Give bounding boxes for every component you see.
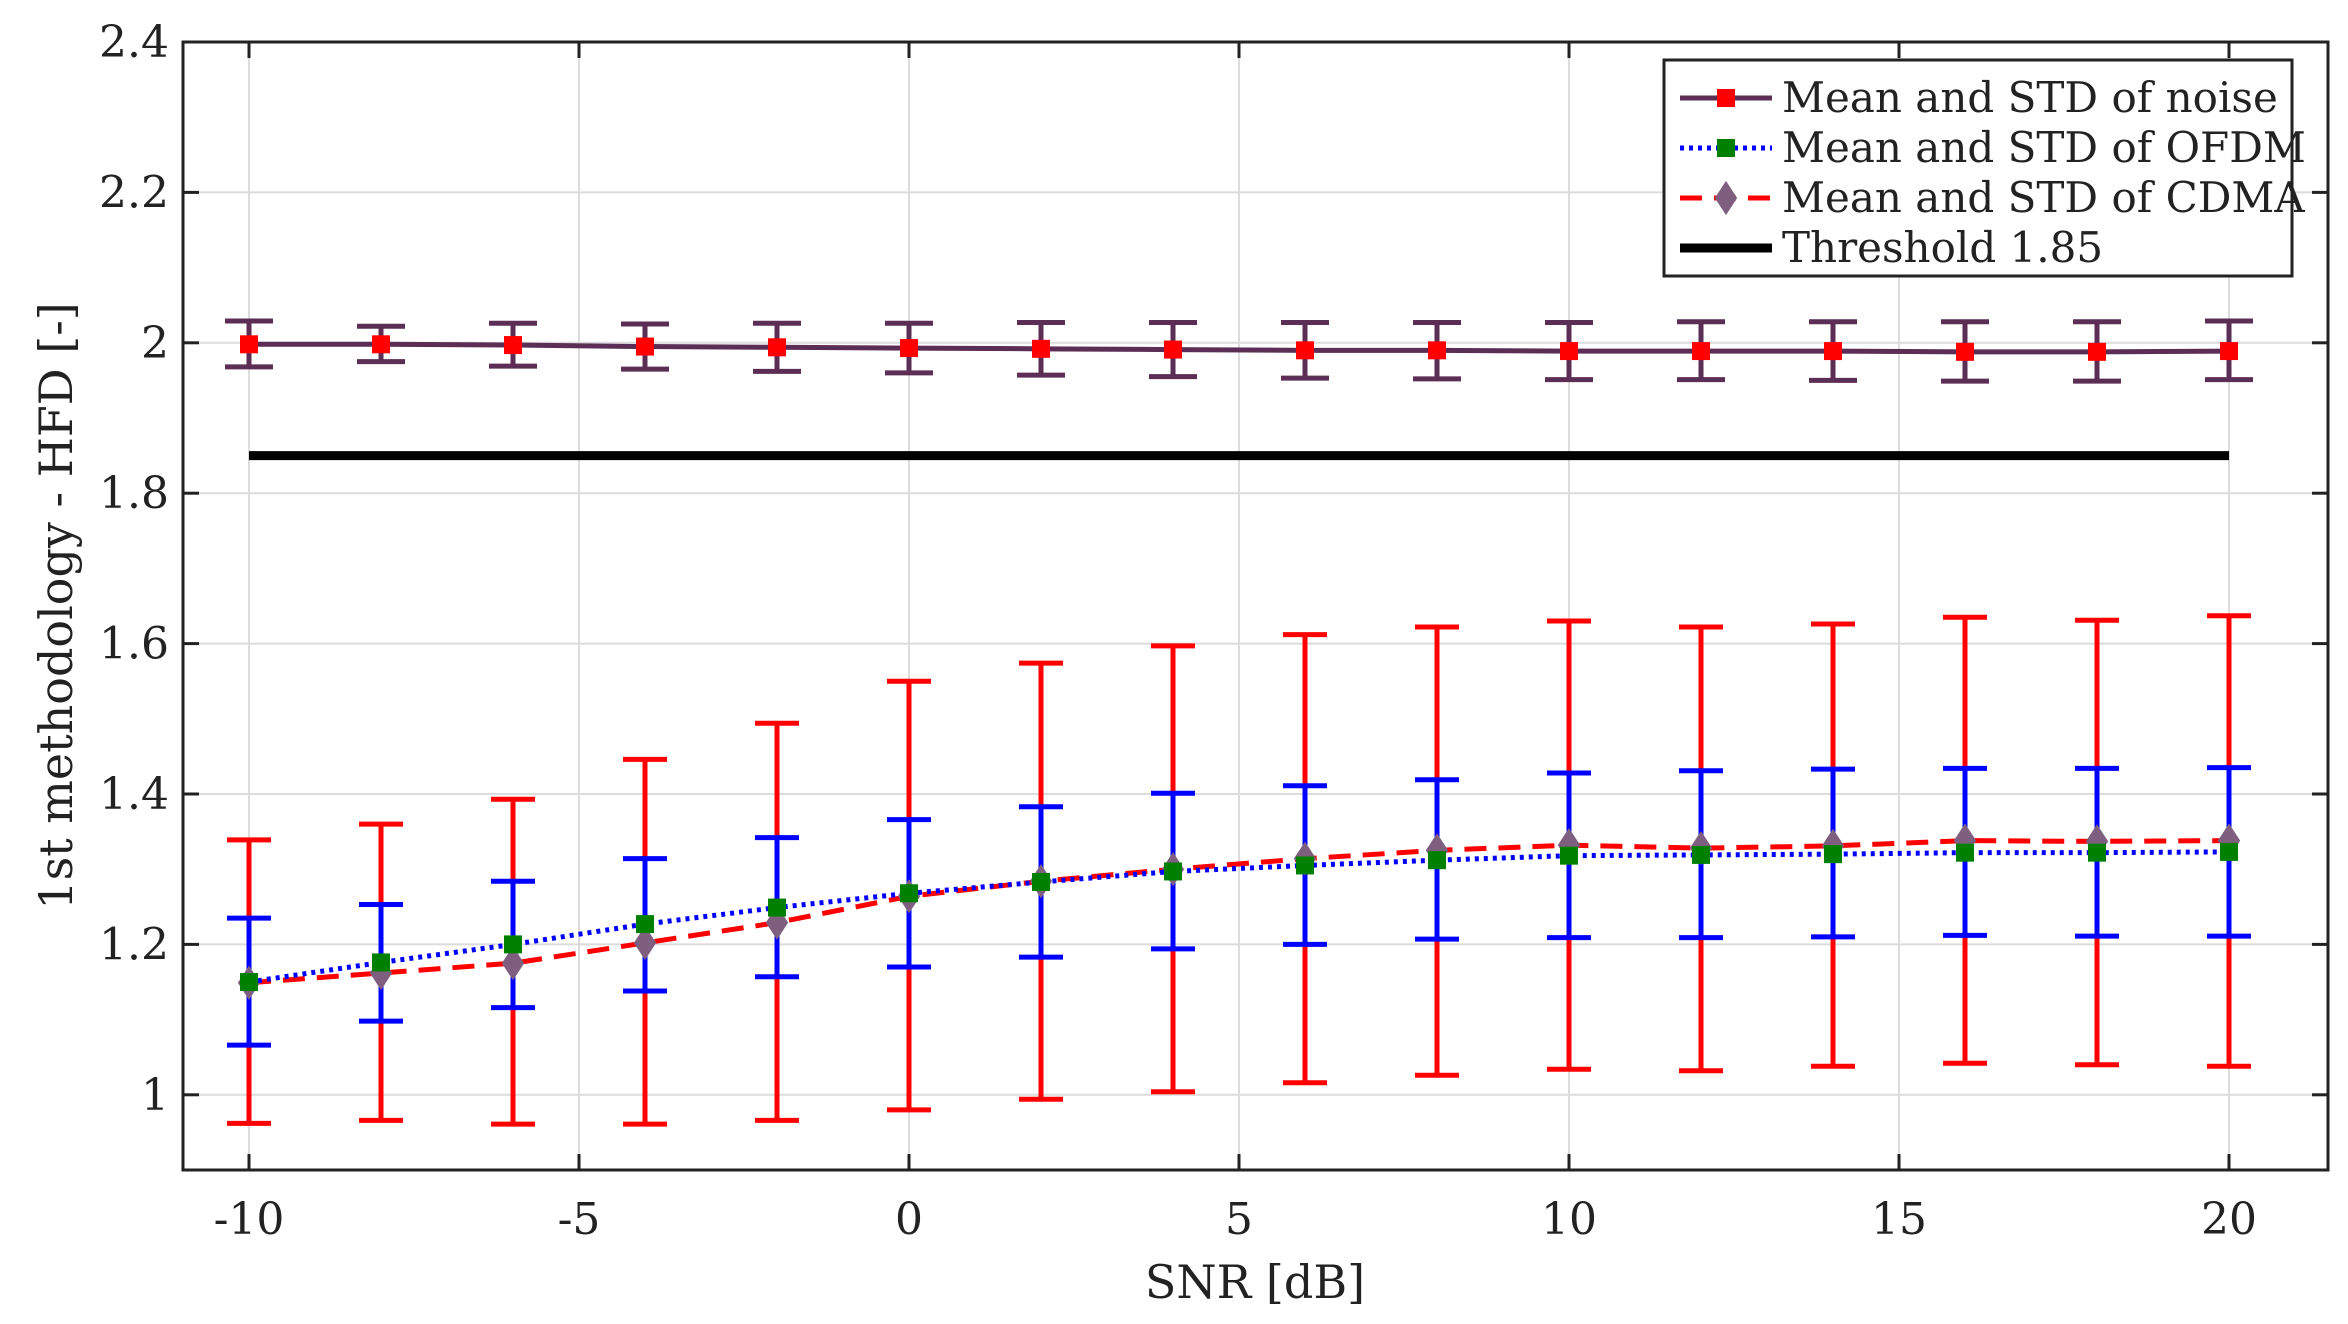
y-tick-label: 1.6 [99, 619, 169, 670]
legend-item: Mean and STD of noise [1680, 73, 2278, 122]
data-point-marker [1032, 872, 1050, 891]
data-point-marker [768, 338, 786, 357]
data-point-marker [900, 884, 918, 903]
data-point-marker [636, 915, 654, 934]
data-point-marker [1824, 342, 1842, 361]
series-0 [240, 335, 2238, 361]
data-point-marker [1428, 851, 1446, 870]
data-point-marker [2088, 843, 2106, 862]
data-point-marker [1692, 845, 1710, 864]
data-point-marker [1824, 845, 1842, 864]
x-tick-label: -10 [214, 1194, 285, 1245]
y-tick-label: 2.2 [99, 167, 169, 218]
x-tick-label: 20 [2201, 1194, 2257, 1245]
axis-ticks: -10 -5 0 5 10 15 20 1 1.2 1.4 1.6 1.8 2 2.2 2.4 [99, 17, 2328, 1245]
data-point-marker [1956, 342, 1974, 361]
data-point-marker [504, 935, 522, 954]
y-tick-label: 1.2 [99, 919, 169, 970]
legend-label: Mean and STD of noise [1782, 73, 2278, 122]
y-tick-label: 1 [141, 1070, 169, 1121]
data-point-marker [2220, 842, 2238, 861]
data-point-marker [1560, 846, 1578, 865]
x-tick-label: 10 [1541, 1194, 1597, 1245]
data-point-marker [1296, 341, 1314, 360]
legend-label: Mean and STD of OFDM [1782, 123, 2306, 172]
data-point-marker [2217, 823, 2241, 858]
legend-item: Mean and STD of OFDM [1680, 123, 2306, 172]
y-tick-label: 1.8 [99, 468, 169, 519]
data-point-marker [1953, 823, 1977, 858]
data-point-marker [1557, 828, 1581, 863]
series-line [248, 849, 2230, 985]
data-point-marker [1956, 843, 1974, 862]
data-point-marker [1714, 180, 1738, 216]
data-point-marker [369, 955, 393, 991]
data-point-marker [900, 339, 918, 358]
x-axis-label: SNR [dB] [1145, 1255, 1365, 1309]
x-tick-label: -5 [558, 1194, 601, 1245]
data-point-marker [1692, 342, 1710, 361]
data-point-marker [504, 336, 522, 355]
data-point-marker [240, 973, 258, 991]
x-tick-label: 5 [1225, 1194, 1253, 1245]
data-point-marker [636, 337, 654, 356]
data-point-marker [1164, 340, 1182, 359]
legend-item: Threshold 1.85 [1680, 223, 2103, 272]
y-tick-label: 2 [141, 318, 169, 369]
data-point-marker [1428, 341, 1446, 360]
data-point-marker [1296, 856, 1314, 875]
data-point-marker [501, 946, 525, 981]
data-point-marker [1032, 339, 1050, 358]
data-point-marker [1717, 89, 1735, 107]
series-1 [240, 842, 2238, 991]
legend-label: Threshold 1.85 [1782, 223, 2103, 272]
series-line [248, 838, 2230, 986]
data-point-marker [372, 953, 390, 972]
series-layer [225, 318, 2253, 1127]
legend-label: Mean and STD of CDMA [1782, 173, 2305, 222]
y-tick-label: 2.4 [99, 17, 169, 68]
data-point-marker [1425, 833, 1449, 868]
plot-area-frame [181, 40, 2330, 1172]
y-axis-label: 1st methodology - HFD [-] [29, 302, 83, 909]
data-point-marker [633, 925, 657, 960]
data-point-marker [2220, 342, 2238, 361]
y-tick-label: 1.4 [99, 769, 169, 820]
data-point-marker [240, 335, 258, 354]
x-tick-label: 0 [895, 1194, 923, 1245]
data-point-marker [372, 335, 390, 354]
data-point-marker [2088, 342, 2106, 361]
x-tick-label: 15 [1871, 1194, 1927, 1245]
legend-item: Mean and STD of CDMA [1680, 173, 2305, 222]
data-point-marker [768, 898, 786, 917]
data-point-marker [1164, 862, 1182, 881]
data-point-marker [1717, 139, 1735, 157]
data-point-marker [1560, 342, 1578, 361]
data-point-marker [2085, 824, 2109, 859]
series-line [249, 341, 2230, 355]
